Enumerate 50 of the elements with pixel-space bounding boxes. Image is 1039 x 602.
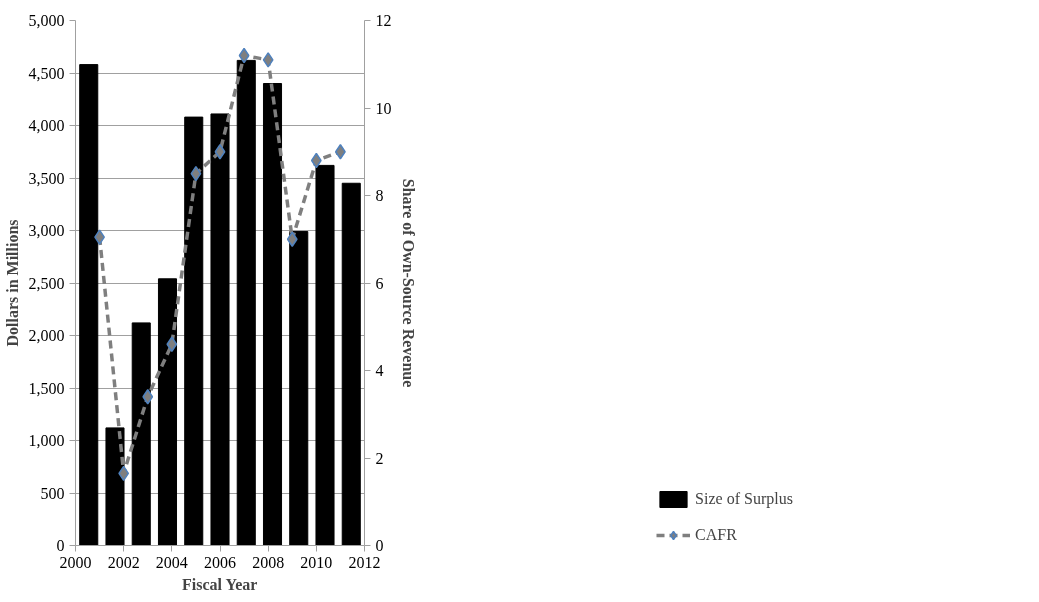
y-tick-label: 3,500	[28, 169, 65, 187]
bar	[341, 182, 361, 546]
bar	[184, 116, 204, 546]
y-tick-label: 4,000	[28, 117, 65, 134]
x-tick-label: 2004	[155, 553, 188, 571]
y2-tick-label: 8	[375, 187, 384, 204]
point	[286, 231, 298, 247]
bar	[289, 231, 309, 546]
y-tick-label: 2,000	[28, 327, 65, 344]
x-tick-label: 2010	[300, 553, 333, 571]
bar	[315, 164, 335, 546]
point	[142, 389, 154, 405]
y-tick-label: 0	[56, 537, 65, 554]
y-tick-label: 1,500	[28, 379, 65, 397]
y-tick-label: 2,500	[28, 274, 65, 292]
y-tick-label: 500	[40, 484, 65, 502]
bar	[262, 83, 283, 546]
x-tick-label: 2002	[107, 553, 140, 571]
y-axis-title: Dollars in Millions	[3, 219, 21, 347]
x-tick-label: 2000	[59, 553, 92, 571]
y-tick-label: 4,500	[28, 64, 65, 82]
point	[118, 465, 130, 482]
x-tick-label: 2012	[348, 553, 381, 571]
point	[238, 47, 250, 64]
point	[190, 165, 202, 182]
x-axis-title: Fiscal Year	[182, 575, 258, 593]
bar	[210, 113, 230, 546]
y2-tick-label: 12	[375, 12, 392, 29]
y-tick-label: 1,000	[28, 432, 65, 449]
point	[214, 144, 226, 160]
legend-label: Size of Surplus	[695, 490, 793, 508]
x-tick-label: 2008	[252, 553, 285, 571]
bar	[105, 427, 125, 546]
legend-label: CAFR	[695, 526, 738, 544]
y2-tick-label: 6	[375, 274, 384, 292]
bar	[236, 59, 256, 546]
bar	[79, 64, 99, 546]
point	[262, 52, 274, 68]
point	[166, 336, 178, 352]
y2-tick-label: 2	[375, 449, 384, 467]
y2-tick-label: 10	[375, 99, 392, 117]
y-tick-label: 3,000	[28, 222, 65, 239]
x-tick-label: 2006	[204, 553, 236, 571]
y-tick-label: 5,000	[28, 12, 65, 29]
y2-tick-label: 4	[375, 362, 384, 379]
bar	[157, 278, 178, 546]
bar	[131, 322, 151, 546]
y2-tick-label: 0	[375, 537, 384, 554]
y2-axis-title: Share of Own-Source Revenue	[399, 178, 417, 388]
point	[310, 152, 322, 169]
